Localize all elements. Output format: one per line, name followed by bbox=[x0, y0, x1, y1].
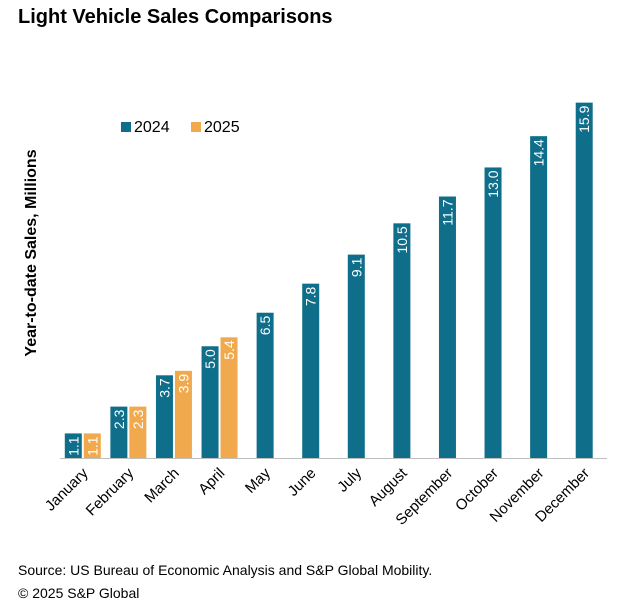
x-tick-july: July bbox=[334, 464, 365, 495]
bar-2024-march bbox=[155, 375, 173, 458]
source-note: Source: US Bureau of Economic Analysis a… bbox=[18, 562, 433, 578]
bar-label-2024-march: 3.7 bbox=[156, 378, 172, 398]
bar-label-2024-september: 11.7 bbox=[439, 199, 455, 225]
bar-label-2024-april: 5.0 bbox=[202, 349, 218, 369]
bar-label-2025-january: 1.1 bbox=[84, 436, 100, 456]
x-tick-june: June bbox=[285, 465, 320, 500]
bar-2024-june bbox=[302, 283, 320, 458]
legend-swatch-2024 bbox=[121, 122, 131, 132]
bar-2024-august bbox=[393, 223, 411, 458]
bar-label-2024-october: 13.0 bbox=[485, 170, 501, 197]
copyright-note: © 2025 S&P Global bbox=[18, 585, 140, 601]
bar-2025-march bbox=[174, 370, 192, 458]
bar-2024-may bbox=[256, 312, 274, 458]
legend-label-2025: 2025 bbox=[204, 119, 240, 136]
bar-2025-february bbox=[129, 406, 147, 458]
legend-label-2024: 2024 bbox=[134, 119, 170, 136]
bar-label-2024-may: 6.5 bbox=[257, 316, 273, 336]
bar-label-2024-january: 1.1 bbox=[65, 436, 81, 456]
bar-label-2024-february: 2.3 bbox=[111, 409, 127, 429]
bar-2025-april bbox=[220, 337, 238, 458]
x-tick-february: February bbox=[83, 464, 138, 519]
bar-label-2025-april: 5.4 bbox=[221, 340, 237, 360]
chart-title: Light Vehicle Sales Comparisons bbox=[18, 6, 333, 28]
bar-2024-october bbox=[484, 167, 502, 458]
x-tick-august: August bbox=[366, 464, 412, 510]
bar-label-2025-february: 2.3 bbox=[130, 409, 146, 429]
bar-2024-february bbox=[110, 406, 128, 458]
bar-label-2024-december: 15.9 bbox=[576, 105, 592, 132]
bar-2024-november bbox=[530, 136, 548, 458]
bar-2024-september bbox=[438, 196, 456, 458]
bar-2024-january bbox=[64, 433, 82, 458]
x-tick-march: March bbox=[141, 465, 182, 506]
bar-label-2024-november: 14.4 bbox=[531, 139, 547, 166]
bar-label-2025-march: 3.9 bbox=[175, 374, 191, 394]
bar-2024-december bbox=[575, 102, 593, 458]
bar-2024-july bbox=[347, 254, 365, 458]
x-tick-may: May bbox=[242, 464, 274, 496]
bar-label-2024-june: 7.8 bbox=[303, 286, 319, 306]
bar-label-2024-july: 9.1 bbox=[348, 257, 364, 277]
x-tick-april: April bbox=[195, 465, 228, 498]
bar-label-2024-august: 10.5 bbox=[394, 226, 410, 253]
y-axis-title: Year-to-date Sales, Millions bbox=[23, 149, 40, 356]
bar-2025-january bbox=[83, 433, 101, 458]
bar-2024-april bbox=[201, 346, 219, 458]
legend-swatch-2025 bbox=[191, 122, 201, 132]
